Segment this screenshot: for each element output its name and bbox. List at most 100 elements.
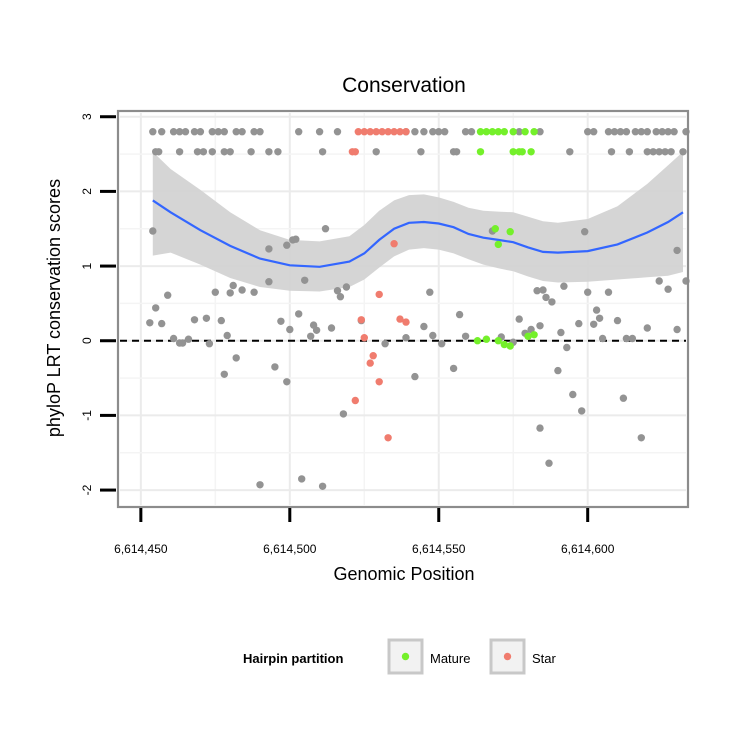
point-star [372, 128, 380, 136]
point-star [369, 352, 377, 360]
point-other [298, 475, 306, 483]
y-tick-label: -1 [80, 410, 94, 421]
point-star [351, 148, 359, 156]
point-other [265, 148, 273, 156]
point-other [438, 340, 446, 348]
point-other [569, 390, 577, 399]
point-other [277, 317, 285, 325]
point-mature [530, 128, 538, 136]
point-other [226, 289, 234, 297]
point-other [152, 304, 160, 312]
point-other [226, 148, 234, 156]
point-other [238, 128, 246, 136]
point-other [342, 283, 351, 291]
point-other [441, 128, 449, 136]
point-other [321, 225, 330, 233]
point-star [390, 240, 398, 248]
point-mature [473, 337, 482, 345]
point-other [214, 128, 222, 136]
point-star [360, 128, 368, 136]
point-mature [521, 128, 529, 136]
point-other [655, 148, 663, 156]
point-other [232, 128, 240, 136]
series-star [348, 128, 410, 442]
point-other [265, 278, 273, 286]
point-other [336, 293, 345, 301]
point-other [199, 148, 208, 156]
x-tick-label: 6,614,600 [561, 542, 615, 556]
point-mature [500, 128, 508, 136]
point-other [220, 148, 228, 156]
y-tick-label: 1 [80, 262, 94, 269]
point-mature [524, 332, 532, 340]
point-other [604, 128, 613, 136]
point-other [619, 394, 628, 402]
point-other [211, 288, 219, 296]
point-other [595, 314, 604, 322]
point-other [175, 128, 184, 136]
point-other [631, 128, 640, 136]
point-other [649, 148, 657, 156]
point-other [622, 334, 631, 343]
point-other [149, 128, 157, 136]
point-other [220, 128, 228, 136]
point-other [295, 310, 303, 318]
y-tick-label: 3 [80, 113, 94, 120]
point-other [420, 128, 428, 136]
point-other [604, 288, 613, 296]
point-other [295, 128, 303, 136]
point-other [229, 281, 237, 290]
point-other [536, 322, 544, 330]
point-other [542, 293, 550, 302]
point-other [533, 287, 541, 295]
point-other [643, 128, 651, 136]
x-tick-label: 6,614,450 [114, 542, 168, 556]
point-other [616, 128, 625, 136]
point-other [327, 324, 336, 332]
point-other [435, 128, 443, 136]
point-other [339, 410, 348, 418]
point-other [208, 128, 216, 136]
point-other [515, 128, 523, 136]
legend-dot-mature [401, 652, 410, 661]
point-mature [506, 342, 514, 350]
x-axis-title: Genomic Position [333, 564, 474, 584]
point-other [667, 148, 675, 156]
series-other [146, 128, 690, 490]
point-other [196, 128, 205, 136]
point-other [402, 334, 410, 342]
point-mature [494, 337, 502, 345]
point-other [146, 319, 154, 327]
panel-border [116, 109, 690, 509]
point-other [292, 235, 300, 243]
point-other [637, 434, 645, 442]
point-other [655, 277, 663, 285]
point-other [381, 340, 389, 348]
point-other [417, 148, 425, 156]
point-other [664, 128, 672, 136]
point-other [610, 128, 619, 136]
point-other [158, 319, 166, 328]
point-other [205, 340, 214, 348]
y-tick-label: -2 [80, 484, 94, 495]
point-other [169, 128, 178, 136]
point-other [652, 128, 660, 136]
point-other [155, 148, 163, 156]
point-mature [518, 148, 526, 156]
point-star [390, 128, 398, 136]
point-other [181, 128, 190, 136]
point-other [312, 326, 321, 334]
point-other [202, 314, 211, 322]
point-other [256, 481, 264, 489]
legend-title: Hairpin partition [243, 651, 343, 666]
point-other [158, 128, 166, 136]
point-other [220, 370, 228, 378]
x-tick-label: 6,614,500 [263, 542, 317, 556]
point-other [217, 316, 225, 325]
point-other [318, 482, 327, 490]
point-star [354, 128, 362, 136]
point-other [584, 288, 592, 296]
point-star [366, 128, 374, 136]
point-other [578, 407, 586, 415]
point-other [208, 148, 216, 156]
